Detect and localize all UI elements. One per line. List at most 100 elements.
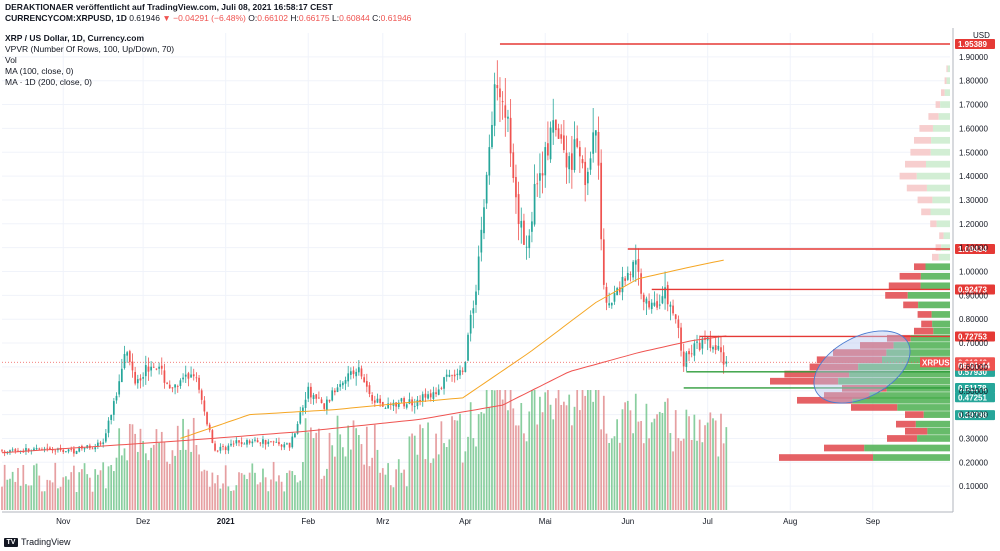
legend-vpvr[interactable]: VPVR (Number Of Rows, 100, Up/Down, 70) — [5, 44, 174, 55]
volume-bar — [341, 447, 344, 510]
chart-axes: 0.10000 0.20000 0.30000 0.40000 0.50000 0.600… — [2, 28, 990, 526]
volume-bar — [256, 484, 259, 510]
candle-body — [70, 449, 73, 450]
candle-body — [570, 153, 573, 170]
candle-body — [403, 398, 405, 407]
candle-body — [552, 120, 555, 133]
x-tick-label: 2021 — [217, 517, 235, 526]
legend-vol[interactable]: Vol — [5, 55, 17, 66]
candle-body — [664, 287, 666, 299]
tradingview-footer[interactable]: TV TradingView — [4, 537, 71, 547]
y-tick-label: 0.20000 — [959, 458, 988, 467]
vpvr-bar-down — [946, 65, 948, 73]
candle-body — [294, 433, 296, 438]
candle-body — [421, 394, 424, 402]
vpvr-bar-down — [935, 244, 942, 251]
volume-bar — [725, 427, 728, 510]
legend-ma100[interactable]: MA (100, close, 0) — [5, 66, 74, 77]
x-tick-label: Mrz — [376, 517, 389, 526]
volume-bar — [512, 408, 515, 510]
candle-body — [666, 285, 669, 305]
volume-bar — [27, 485, 30, 510]
candle-body — [645, 298, 648, 304]
candle-body — [200, 390, 203, 400]
volume-bar — [299, 480, 302, 510]
candle-body — [43, 448, 46, 450]
y-tick-label: 1.00000 — [959, 268, 988, 277]
candle-body — [110, 414, 113, 421]
volume-bar — [541, 412, 544, 510]
candle-body — [144, 365, 147, 377]
candle-body — [448, 374, 451, 377]
candle-body — [302, 407, 304, 413]
candle-body — [640, 273, 642, 294]
volume-bar — [336, 415, 339, 510]
volume-bar — [147, 460, 150, 510]
volume-bar — [720, 413, 722, 510]
vpvr-bar-up — [849, 370, 950, 378]
volume-bar — [70, 472, 73, 510]
candle-body — [184, 374, 187, 377]
candle-body — [256, 440, 259, 443]
level-price-label: 0.51178 — [958, 384, 987, 393]
volume-bar — [427, 422, 429, 510]
low-value: 0.60844 — [339, 13, 370, 23]
volume-bar — [440, 421, 443, 510]
candle-body — [720, 347, 722, 353]
candle-body — [192, 374, 195, 377]
candle-body — [549, 127, 552, 160]
volume-bar — [605, 433, 608, 510]
candle-body — [605, 286, 608, 303]
y-tick-label: 1.50000 — [959, 148, 988, 157]
candle-body — [432, 392, 435, 399]
candle-body — [648, 300, 650, 308]
volume-bar — [704, 425, 706, 510]
volume-bar — [179, 450, 182, 510]
candle-body — [517, 194, 520, 225]
volume-bar — [339, 434, 342, 510]
candle-body — [698, 342, 701, 350]
volume-bar — [600, 429, 603, 510]
volume-bar — [384, 474, 387, 510]
vpvr-bar-down — [833, 349, 887, 356]
volume-bar — [288, 470, 291, 510]
volume-bar — [235, 485, 238, 510]
volume-bar — [347, 425, 350, 510]
candle-body — [214, 443, 216, 451]
volume-bar — [310, 427, 312, 510]
candle-body — [96, 442, 99, 447]
level-price-label: 1.95389 — [958, 40, 987, 49]
candle-body — [555, 119, 557, 131]
volume-bar — [629, 410, 632, 510]
volume-bar — [355, 428, 358, 510]
volume-bar — [296, 482, 299, 510]
candle-body — [488, 147, 491, 176]
volume-bar — [150, 447, 152, 510]
candle-body — [424, 393, 427, 398]
volume-bar — [190, 451, 192, 510]
legend-ma200[interactable]: MA · 1D (200, close, 0) — [5, 77, 92, 88]
volume-bar — [214, 483, 216, 510]
vpvr-bar-down — [928, 113, 939, 120]
legend-title[interactable]: XRP / US Dollar, 1D, Currency.com — [5, 33, 144, 44]
vpvr-bar-down — [887, 334, 911, 342]
y-tick-label: 0.50000 — [959, 387, 988, 396]
volume-bars — [1, 390, 728, 510]
volume-bar — [251, 463, 254, 510]
candle-body — [504, 105, 507, 118]
vpvr-bar-up — [882, 356, 950, 364]
candle-body — [501, 101, 504, 103]
candle-body — [531, 221, 533, 232]
vpvr-bar-down — [914, 327, 934, 335]
vpvr-bar-up — [932, 125, 950, 132]
vpvr-bar-up — [864, 444, 950, 452]
volume-bar — [33, 465, 35, 510]
volume-bar — [54, 462, 57, 510]
vpvr-bar-down — [935, 101, 941, 108]
candle-body — [547, 143, 549, 156]
candle-body — [283, 444, 286, 448]
candle-body — [120, 368, 123, 383]
volume-bar — [459, 413, 461, 510]
candle-body — [712, 347, 714, 350]
